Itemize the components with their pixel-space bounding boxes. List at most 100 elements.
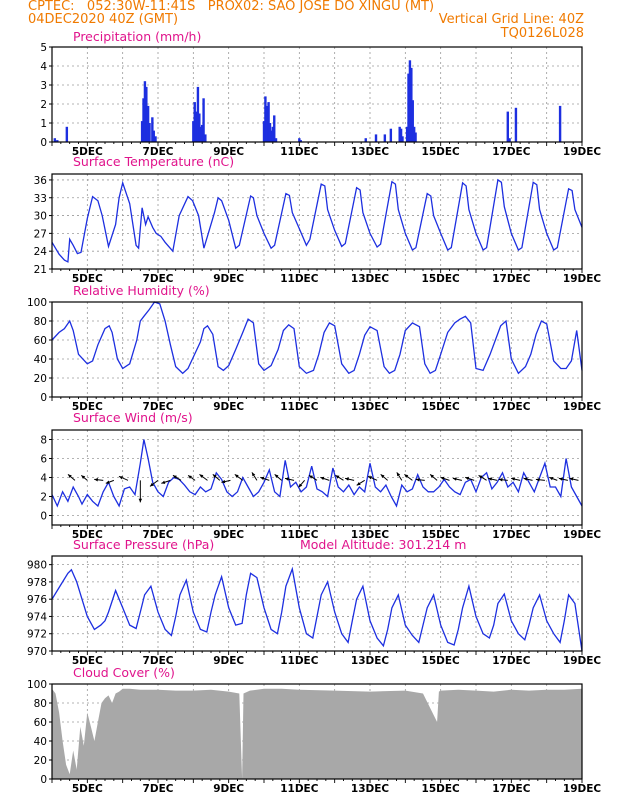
rh-line	[51, 301, 583, 375]
cloud-ytick-label: 0	[40, 774, 47, 786]
precip-bar	[151, 117, 154, 142]
cloud-ytick-label: 60	[34, 717, 47, 729]
wind-arrow-head	[549, 477, 554, 481]
wind-arrow-head	[285, 477, 289, 481]
rh-ytick-label: 100	[27, 297, 47, 309]
wind-arrow-head	[511, 477, 516, 481]
rh-ytick-label: 60	[34, 335, 47, 347]
wind-line	[51, 439, 583, 508]
wind-arrow-head	[345, 477, 349, 481]
wind-ytick-label: 2	[40, 492, 47, 504]
precip-bar	[273, 115, 276, 142]
precip-bar	[274, 138, 278, 142]
precip-bar	[401, 136, 404, 142]
precip-bar	[383, 134, 387, 142]
precip-ytick-label: 3	[40, 80, 47, 92]
pres-ytick-label: 978	[27, 577, 47, 589]
wind-ytick-label: 6	[40, 454, 47, 466]
temp-ytick-label: 24	[34, 246, 48, 258]
precip-bar	[298, 138, 301, 142]
precip-bar	[148, 123, 151, 142]
wind-arrow-head	[488, 477, 493, 481]
cloud-xtick-label: 5DEC	[72, 783, 103, 795]
precip-bar	[146, 105, 150, 142]
wind-arrow-head	[440, 476, 445, 481]
temp-xtick-label: 5DEC	[72, 273, 103, 285]
pres-xtick-label: 17DEC	[492, 655, 531, 667]
wind-arrow-head	[94, 478, 98, 482]
precip-bar	[56, 140, 59, 142]
precip-bar	[408, 60, 412, 142]
precip-bar	[140, 121, 144, 142]
wind-arrow-head	[212, 474, 217, 478]
wind-xtick-label: 9DEC	[213, 529, 244, 541]
pres-xtick-label: 5DEC	[72, 655, 103, 667]
wind-ytick-label: 4	[40, 473, 47, 485]
pres-xtick-label: 7DEC	[143, 655, 174, 667]
wind-arrow-head	[274, 474, 279, 478]
wind-arrow-head	[234, 474, 239, 478]
precip-bar	[405, 126, 409, 142]
rh-panel: Relative Humidity (%) 0 20 40 60 80 100 5DEC 7DE…	[27, 283, 601, 413]
temp-xtick-label: 19DEC	[563, 273, 602, 285]
precip-bar	[374, 134, 378, 142]
precip-xtick-label: 13DEC	[351, 146, 390, 158]
wind-xtick-label: 15DEC	[422, 529, 461, 541]
precip-bar	[202, 98, 205, 142]
wind-arrow-head	[119, 476, 123, 480]
precip-bar	[271, 126, 275, 142]
wind-arrow-head	[138, 498, 143, 503]
pres-xtick-label: 9DEC	[213, 655, 244, 667]
wind-arrow-head	[161, 480, 166, 484]
pres-ytick-label: 972	[27, 629, 47, 641]
rh-xtick-label: 17DEC	[492, 401, 531, 413]
rh-ytick-label: 80	[34, 316, 47, 328]
precip-bar	[65, 126, 69, 142]
wind-arrow-head	[335, 475, 340, 479]
precip-bar	[152, 130, 155, 142]
temp-xtick-label: 17DEC	[492, 273, 531, 285]
precip-bar	[142, 98, 145, 142]
precip-ytick-label: 2	[40, 99, 47, 111]
wind-xtick-label: 5DEC	[72, 529, 103, 541]
precip-bar	[414, 132, 417, 142]
temp-panel: Surface Temperature (nC) 21 24 27 30 33 36 5DEC…	[34, 154, 602, 285]
temp-xtick-label: 9DEC	[213, 273, 244, 285]
rh-frame	[51, 301, 583, 398]
precip-bar	[364, 138, 367, 142]
precip-bar	[194, 111, 198, 142]
wind-arrow-head	[251, 472, 256, 477]
precip-bar	[198, 113, 201, 142]
wind-arrow-head	[465, 476, 470, 481]
cloud-xtick-label: 9DEC	[213, 783, 244, 795]
wind-xtick-label: 7DEC	[143, 529, 174, 541]
precip-bar	[389, 128, 393, 142]
wind-arrow-head	[105, 480, 110, 484]
rh-xtick-label: 11DEC	[280, 401, 319, 413]
precip-bar	[398, 126, 401, 142]
cloud-title: Cloud Cover (%)	[73, 665, 175, 680]
precip-bar	[265, 105, 269, 142]
temp-xtick-label: 13DEC	[351, 273, 390, 285]
pres-ytick-label: 970	[27, 646, 47, 658]
header-grid-note: Vertical Grid Line: 40Z	[438, 12, 584, 27]
wind-arrow-head	[188, 475, 192, 479]
precip-bar	[407, 73, 410, 142]
temp-ytick-label: 27	[34, 228, 47, 240]
temp-ytick-label: 36	[34, 175, 48, 187]
wind-panel: Surface Wind (m/s) 0 2 4 6 8 5DEC 7DEC 9DEC 11DEC…	[40, 410, 601, 541]
precip-bar	[264, 96, 267, 142]
wind-ytick-label: 0	[40, 511, 47, 523]
temp-ytick-label: 21	[34, 264, 47, 276]
precip-bar	[508, 138, 511, 142]
wind-arrow-head	[478, 475, 483, 479]
rh-xtick-label: 7DEC	[143, 401, 174, 413]
wind-xtick-label: 13DEC	[351, 529, 390, 541]
cloud-xtick-label: 11DEC	[280, 783, 319, 795]
precip-xtick-label: 17DEC	[492, 146, 531, 158]
pres-xtick-label: 13DEC	[351, 655, 390, 667]
precip-bar	[412, 126, 416, 142]
rh-xtick-label: 15DEC	[422, 401, 461, 413]
wind-arrow-head	[81, 475, 86, 479]
